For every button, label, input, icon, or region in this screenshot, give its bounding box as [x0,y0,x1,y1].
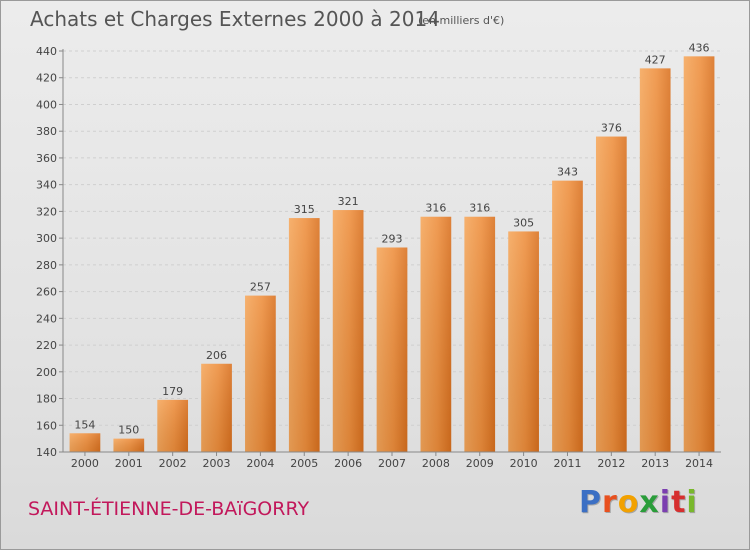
x-tick-label: 2009 [466,457,494,470]
data-label: 427 [645,53,666,66]
logo-letter: o [617,485,640,520]
x-tick-label: 2013 [641,457,669,470]
y-tick-label: 340 [36,179,57,192]
y-tick-label: 220 [36,339,57,352]
bar-shade [464,216,496,452]
x-tick-label: 2008 [422,457,450,470]
logo-letter: x [639,485,660,520]
bar-shade [552,180,583,452]
data-labels: 154 150 179 206 257 315 321 293 316 316 305 343 376 4… [74,41,709,436]
data-label: 206 [206,349,227,362]
chart-title: Achats et Charges Externes 2000 à 2014 [30,7,440,31]
logo-letter: i [659,485,672,520]
bar-shade [683,56,715,452]
data-label: 316 [469,202,490,215]
y-tick-label: 140 [36,446,57,459]
data-label: 154 [74,418,95,431]
data-label: 376 [601,122,622,135]
chart-unit-label: (en milliers d'€) [418,14,505,27]
bar-shade [639,68,671,453]
y-tick-label: 280 [36,259,57,272]
data-label: 436 [689,41,710,54]
data-label: 316 [425,202,446,215]
axes: 140 160 180 200 220 240 260 280 300 320 340 360 380 4… [36,45,721,470]
bars [69,56,715,453]
x-tick-label: 2004 [246,457,274,470]
y-tick-label: 180 [36,393,57,406]
data-label: 179 [162,385,183,398]
y-tick-label: 200 [36,366,57,379]
data-label: 305 [513,216,534,229]
y-tick-label: 360 [36,152,57,165]
y-tick-label: 420 [36,72,57,85]
data-label: 321 [338,195,359,208]
x-tick-label: 2005 [290,457,318,470]
bar-shade [201,363,232,452]
x-tick-label: 2010 [510,457,538,470]
x-tick-label: 2002 [159,457,187,470]
data-label: 257 [250,281,271,294]
data-label: 315 [294,203,315,216]
bar-shade [288,218,320,452]
x-tick-label: 2006 [334,457,362,470]
data-label: 343 [557,166,578,179]
x-tick-label: 2011 [553,457,581,470]
y-tick-label: 400 [36,98,57,111]
bar-shade [420,216,452,452]
logo-letter: i [686,485,698,520]
proxiti-logo: Proxiti [579,485,698,520]
x-tick-label: 2003 [203,457,231,470]
y-tick-label: 300 [36,232,57,245]
bar-shade [595,136,627,452]
x-tick-label: 2001 [115,457,143,470]
y-tick-label: 440 [36,45,57,58]
x-tick-label: 2014 [685,457,713,470]
y-tick-label: 320 [36,205,57,218]
logo-letter: r [602,485,618,520]
y-tick-label: 260 [36,286,57,299]
y-tick-label: 160 [36,419,57,432]
bar-shade [69,433,101,452]
bar-shade [332,210,364,452]
bar-shade [157,399,189,452]
y-tick-label: 380 [36,125,57,138]
bar-shade [508,231,539,452]
y-tick-label: 240 [36,312,57,325]
x-tick-label: 2012 [597,457,625,470]
x-tick-label: 2007 [378,457,406,470]
data-label: 293 [382,232,403,245]
x-tick-label: 2000 [71,457,99,470]
logo-letter: P [579,485,602,520]
data-label: 150 [118,424,139,437]
bar-shade [245,295,276,452]
bar-shade [113,438,145,452]
location-name: SAINT-ÉTIENNE-DE-BAïGORRY [28,498,310,520]
bar-shade [376,247,408,452]
logo-letter: t [671,485,687,520]
